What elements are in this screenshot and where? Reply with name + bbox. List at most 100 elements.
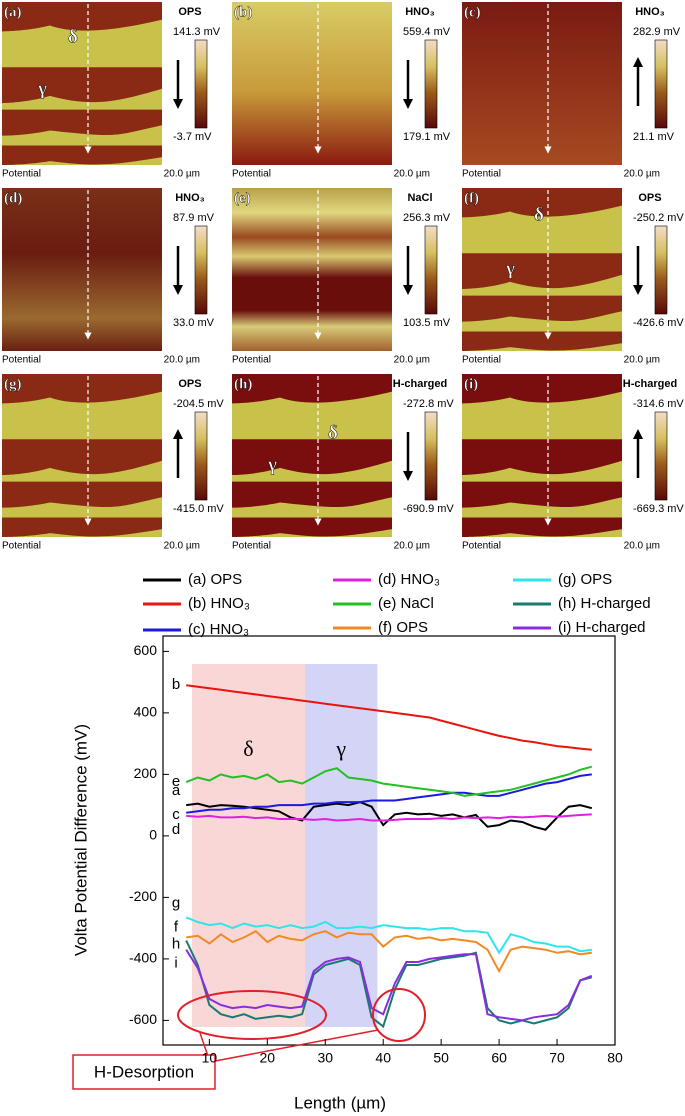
line-label: g [172,894,180,911]
y-tick-label: 0 [149,827,157,843]
x-tick-label: 30 [317,1050,333,1066]
scale: 20.0 µm [394,355,430,366]
micrograph [232,2,392,165]
legend-label: (a) OPS [188,571,242,588]
caption: Potential [462,169,501,180]
panel: (h) δ γ H-charged -272.8 mV -690.9 mV Potentia… [232,374,454,552]
colorbar [194,39,208,129]
phase-label: γ [505,258,515,279]
y-tick-label: 600 [134,642,158,658]
colorbar-max: -314.6 mV [633,398,684,410]
condition: OPS [638,192,661,204]
condition: HNO₃ [635,6,665,18]
x-tick-label: 70 [549,1050,565,1066]
panel-label: (b) [234,4,252,20]
x-tick-label: 50 [433,1050,449,1066]
annotation: H-Desorption [94,1062,194,1081]
phase-region [462,295,622,322]
legend-label: (b) HNO₃ [188,595,250,612]
panel-label: (e) [234,190,251,206]
region-label: γ [335,736,346,761]
legend-label: (d) HNO₃ [378,571,440,588]
panel-label: (g) [4,376,22,392]
condition: HNO₃ [405,6,435,18]
phase-region [462,439,622,476]
colorbar-min: -3.7 mV [173,131,212,143]
colorbar [194,225,208,315]
caption: Potential [232,169,271,180]
caption: Potential [462,541,501,552]
series-line [186,773,592,814]
legend-label: (i) H-charged [558,619,646,636]
phase-region [462,331,622,351]
colorbar-min: -426.6 mV [633,317,684,329]
phase-region [232,439,392,476]
panel: (i) H-charged -314.6 mV -669.3 mV Potential 2… [462,374,684,552]
phase-label: γ [37,78,47,99]
scale: 20.0 µm [624,169,660,180]
colorbar-max: -250.2 mV [633,212,684,224]
caption: Potential [2,541,41,552]
x-tick-label: 40 [375,1050,391,1066]
scale: 20.0 µm [164,541,200,552]
legend-label: (e) NaCl [378,595,434,612]
y-tick-label: 200 [134,765,158,781]
caption: Potential [2,355,41,366]
caption: Potential [232,355,271,366]
micrograph [462,2,622,165]
colorbar-max: -272.8 mV [403,398,454,410]
series-line [186,813,592,822]
line-label: h [172,935,180,952]
pointer [209,1029,379,1063]
phase-region [462,517,622,537]
legend-label: (h) H-charged [558,595,651,612]
caption: Potential [232,541,271,552]
highlight-ellipse [372,988,426,1042]
phase-region [2,517,162,537]
scale: 20.0 µm [164,355,200,366]
phase-label: δ [68,26,78,47]
phase-region [462,253,622,290]
colorbar-min: -415.0 mV [173,503,224,515]
caption: Potential [462,355,501,366]
scale: 20.0 µm [624,541,660,552]
phase-region [462,481,622,508]
region-label: δ [243,736,253,761]
legend-label: (g) OPS [558,571,612,588]
scale: 20.0 µm [394,169,430,180]
legend-label: (c) HNO₃ [188,621,249,638]
micrograph [2,188,162,351]
series-line [186,929,592,974]
lines [185,684,593,1029]
y-tick-label: -200 [129,888,157,904]
line-label: f [174,918,179,935]
panel-label: (d) [4,190,22,206]
x-tick-label: 60 [491,1050,507,1066]
colorbar [194,411,208,501]
scale: 20.0 µm [624,355,660,366]
colorbar-min: -669.3 mV [633,503,684,515]
condition: HNO₃ [175,192,205,204]
scale: 20.0 µm [394,541,430,552]
condition: OPS [178,378,201,390]
phase-region [462,374,622,404]
y-axis-label: Volta Potential Difference (mV) [71,724,90,956]
x-axis-label: Length (µm) [294,1093,386,1112]
line-label: d [172,821,180,838]
y-tick-label: 400 [134,704,158,720]
phase-region [2,374,162,404]
panel-label: (c) [464,4,481,20]
series-line [185,765,593,797]
panel-label: (a) [4,4,22,20]
line-label: c [172,806,180,823]
x-tick-label: 20 [260,1050,276,1066]
panel: (a) δ γ OPS 141.3 mV -3.7 mV Potential 20.0 µm [2,2,221,180]
caption: Potential [2,169,41,180]
phase-region [232,374,392,404]
phase-region [2,109,162,136]
line-label: a [172,782,181,799]
